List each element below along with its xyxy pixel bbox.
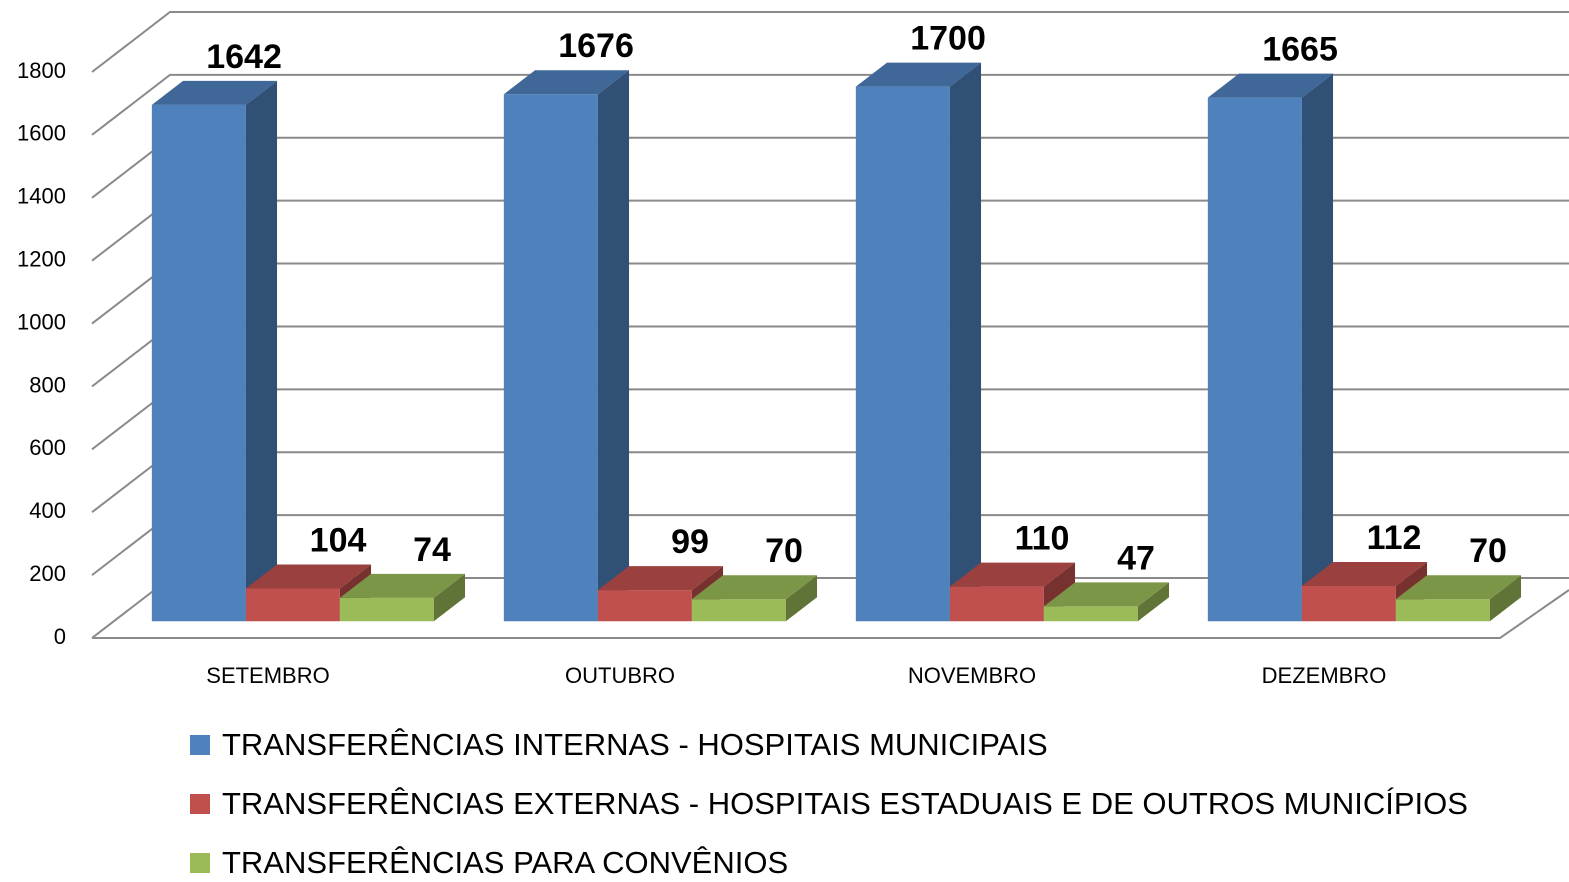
bar	[1043, 582, 1170, 622]
bar-top	[1395, 575, 1522, 600]
bar-top	[503, 70, 630, 95]
bar-front	[1301, 585, 1396, 622]
value-label: 70	[765, 532, 803, 570]
grid-line	[91, 136, 1569, 199]
value-label: 99	[671, 523, 709, 561]
y-tick-label: 1800	[17, 58, 66, 83]
bar-front	[245, 588, 340, 622]
y-tick-label: 1400	[17, 184, 66, 209]
bar-side	[1137, 582, 1170, 622]
grid-line	[91, 73, 1569, 136]
grid-line	[91, 388, 1569, 451]
bar	[1207, 73, 1334, 622]
bar-front	[339, 597, 434, 622]
y-tick-label: 1600	[17, 121, 66, 146]
bar	[691, 575, 818, 622]
y-tick-label: 200	[29, 561, 66, 586]
y-tick-label: 1000	[17, 309, 66, 334]
bar-front	[949, 586, 1044, 622]
bar	[503, 70, 630, 622]
grid-line	[91, 325, 1569, 388]
bar-front	[691, 599, 786, 622]
bar-top	[1043, 582, 1170, 607]
bar-side	[949, 62, 982, 622]
value-label: 104	[310, 521, 367, 559]
bar-top	[245, 564, 372, 589]
bar	[151, 80, 278, 622]
bar	[1395, 575, 1522, 622]
bar-front	[597, 590, 692, 622]
grid-line	[91, 262, 1569, 325]
x-tick-label: OUTUBRO	[565, 663, 675, 688]
bar-top	[151, 80, 278, 105]
y-tick-label: 400	[29, 498, 66, 523]
bar-top	[1207, 73, 1334, 98]
bar-top	[949, 562, 1076, 587]
legend-swatch	[190, 735, 210, 755]
grid-line	[91, 11, 1569, 73]
value-label: 112	[1367, 519, 1422, 557]
x-tick-label: SETEMBRO	[206, 663, 329, 688]
legend-label: TRANSFERÊNCIAS PARA CONVÊNIOS	[222, 845, 788, 880]
y-tick-label: 0	[54, 624, 66, 649]
legend-swatch	[190, 853, 210, 873]
value-label: 1642	[206, 38, 282, 76]
value-label: 1676	[558, 27, 634, 65]
bar-front	[1395, 599, 1490, 622]
bar-top	[597, 566, 724, 591]
bar-side	[1301, 73, 1334, 622]
bar-front	[855, 86, 950, 622]
value-label: 47	[1117, 539, 1155, 577]
bar-front	[1043, 606, 1138, 622]
bar-top	[339, 573, 466, 598]
legend-label: TRANSFERÊNCIAS EXTERNAS - HOSPITAIS ESTA…	[222, 786, 1468, 821]
grid-line	[91, 199, 1569, 262]
bar	[949, 562, 1076, 622]
legend-label: TRANSFERÊNCIAS INTERNAS - HOSPITAIS MUNI…	[222, 727, 1048, 762]
bar-side	[1489, 575, 1522, 622]
bar-side	[245, 80, 278, 622]
bar-front	[1207, 97, 1302, 622]
bar-front	[503, 94, 598, 622]
bar-front	[151, 104, 246, 622]
y-tick-label: 800	[29, 372, 66, 397]
bar-side	[785, 575, 818, 622]
bar-side	[597, 70, 630, 622]
x-tick-label: NOVEMBRO	[908, 663, 1036, 688]
y-tick-label: 1200	[17, 246, 66, 271]
bar	[339, 573, 466, 622]
bar	[855, 62, 982, 622]
legend-swatch	[190, 794, 210, 814]
x-tick-label: DEZEMBRO	[1262, 663, 1387, 688]
bar-top	[855, 62, 982, 87]
value-label: 110	[1015, 520, 1070, 558]
value-label: 70	[1469, 532, 1507, 570]
grid-line	[91, 451, 1569, 514]
y-tick-label: 600	[29, 435, 66, 460]
floor	[92, 589, 1569, 639]
bar-side	[433, 573, 466, 622]
value-label: 74	[413, 531, 451, 569]
bar-top	[1301, 561, 1428, 586]
value-label: 1700	[910, 20, 986, 58]
bar-top	[691, 575, 818, 600]
value-label: 1665	[1262, 31, 1338, 69]
